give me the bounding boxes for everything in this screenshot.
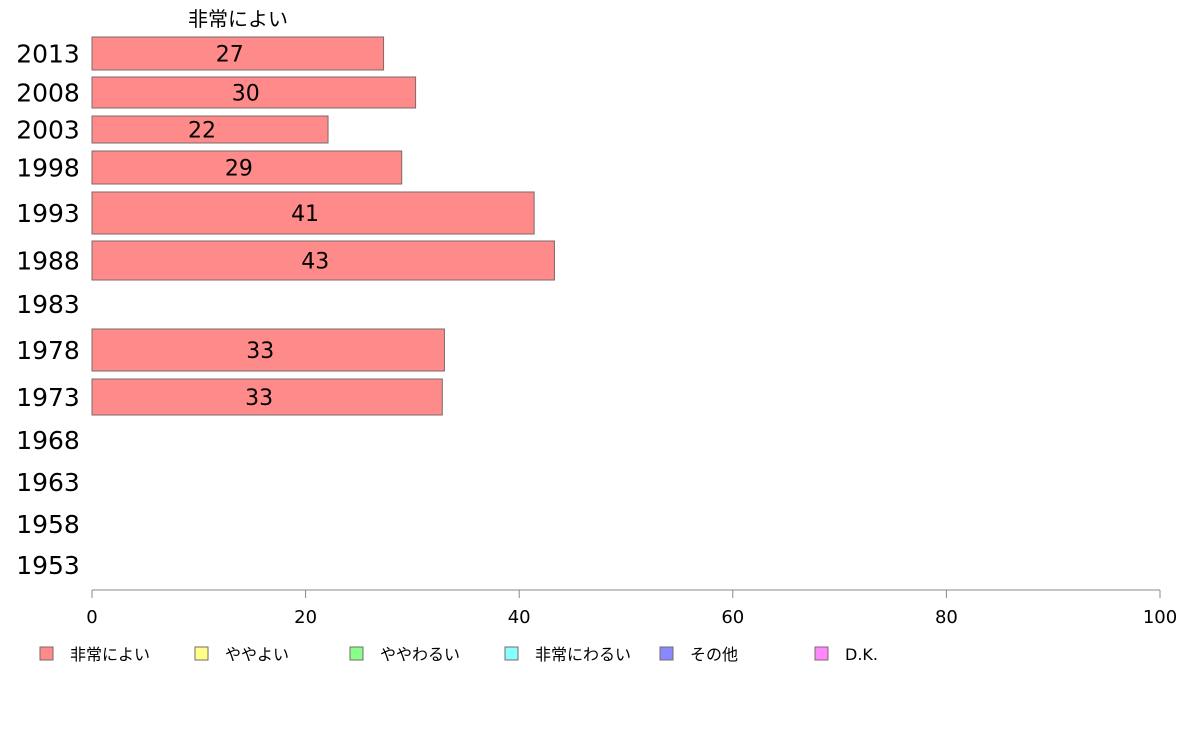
bar-1988-series-0 xyxy=(91,240,555,281)
bar-2013-series-0 xyxy=(91,36,385,71)
category-label-2013: 2013 xyxy=(16,40,80,69)
category-label-1963: 1963 xyxy=(16,468,80,497)
category-label-2008: 2008 xyxy=(16,79,80,108)
legend: 非常によい ややよい ややわるい 非常にわるい その他 D.K. xyxy=(39,645,878,664)
series-header-layer: 非常によい xyxy=(188,7,288,31)
data-label-2013: 27 xyxy=(216,43,244,68)
x-tick-label-100: 100 xyxy=(1143,607,1177,628)
bar-1993-series-0 xyxy=(91,191,535,235)
bar-1998-series-0 xyxy=(91,150,403,185)
legend-swatch-4 xyxy=(659,646,674,661)
data-label-1973: 33 xyxy=(245,386,273,411)
data-label-2008: 30 xyxy=(232,82,260,107)
bar-2003-series-0 xyxy=(91,115,329,144)
data-label-1998: 29 xyxy=(225,157,253,182)
category-label-1978: 1978 xyxy=(16,336,80,365)
category-label-1958: 1958 xyxy=(16,510,80,539)
legend-label-1: ややよい xyxy=(225,645,289,664)
category-label-1953: 1953 xyxy=(16,551,80,580)
year-labels-layer: 2013 2008 2003 1998 1993 1988 1983 1978 1973 1968… xyxy=(16,40,80,581)
bar-1973-series-0 xyxy=(91,378,443,416)
legend-label-0: 非常によい xyxy=(70,645,150,664)
bar-1978-series-0 xyxy=(91,328,445,372)
legend-label-4: その他 xyxy=(690,645,738,664)
x-tick-label-20: 20 xyxy=(294,607,317,628)
legend-swatch-5 xyxy=(814,646,829,661)
category-label-1998: 1998 xyxy=(16,154,80,183)
legend-swatch-2 xyxy=(349,646,364,661)
legend-label-3: 非常にわるい xyxy=(535,645,631,664)
category-label-2003: 2003 xyxy=(16,116,80,145)
legend-swatch-1 xyxy=(194,646,209,661)
x-axis: 0 20 40 60 80 100 xyxy=(86,589,1177,628)
x-tick-label-0: 0 xyxy=(86,607,97,628)
category-label-1968: 1968 xyxy=(16,426,80,455)
category-label-1983: 1983 xyxy=(16,290,80,319)
x-tick-label-60: 60 xyxy=(721,607,744,628)
data-label-1993: 41 xyxy=(291,202,319,227)
x-tick-label-80: 80 xyxy=(935,607,958,628)
data-label-1988: 43 xyxy=(301,250,329,275)
legend-swatch-0 xyxy=(39,646,54,661)
legend-swatch-3 xyxy=(504,646,519,661)
data-label-1978: 33 xyxy=(246,339,274,364)
series-header-label: 非常によい xyxy=(188,7,288,31)
legend-label-5: D.K. xyxy=(845,645,878,664)
category-label-1973: 1973 xyxy=(16,383,80,412)
category-label-1993: 1993 xyxy=(16,199,80,228)
x-tick-label-40: 40 xyxy=(508,607,531,628)
legend-label-2: ややわるい xyxy=(380,645,460,664)
category-label-1988: 1988 xyxy=(16,247,80,276)
bar-2008-series-0 xyxy=(91,76,417,109)
bars-layer: 27 30 22 29 41 43 33 33 xyxy=(91,36,555,416)
data-label-2003: 22 xyxy=(188,119,216,144)
